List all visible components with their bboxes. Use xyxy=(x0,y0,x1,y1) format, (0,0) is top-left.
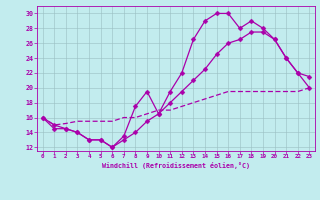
X-axis label: Windchill (Refroidissement éolien,°C): Windchill (Refroidissement éolien,°C) xyxy=(102,162,250,169)
